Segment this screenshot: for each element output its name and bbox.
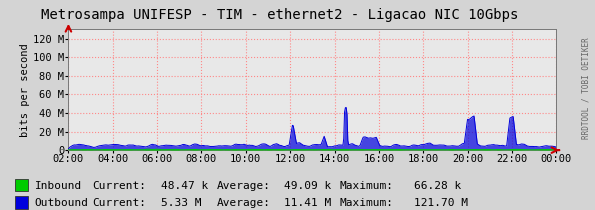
Text: RRDTOOL / TOBI OETIKER: RRDTOOL / TOBI OETIKER <box>581 37 591 139</box>
Text: 121.70 M: 121.70 M <box>414 198 468 208</box>
Text: Inbound: Inbound <box>35 181 82 191</box>
Text: Maximum:: Maximum: <box>339 198 393 208</box>
Text: Outbound: Outbound <box>35 198 89 208</box>
Text: 48.47 k: 48.47 k <box>161 181 208 191</box>
Text: 5.33 M: 5.33 M <box>161 198 201 208</box>
Text: Average:: Average: <box>217 198 271 208</box>
Y-axis label: bits per second: bits per second <box>20 43 30 137</box>
Text: 49.09 k: 49.09 k <box>284 181 331 191</box>
Text: Current:: Current: <box>92 181 146 191</box>
Text: 66.28 k: 66.28 k <box>414 181 461 191</box>
Text: Metrosampa UNIFESP - TIM - ethernet2 - Ligacao NIC 10Gbps: Metrosampa UNIFESP - TIM - ethernet2 - L… <box>41 8 518 22</box>
Text: Maximum:: Maximum: <box>339 181 393 191</box>
Text: 11.41 M: 11.41 M <box>284 198 331 208</box>
Text: Current:: Current: <box>92 198 146 208</box>
Text: Average:: Average: <box>217 181 271 191</box>
